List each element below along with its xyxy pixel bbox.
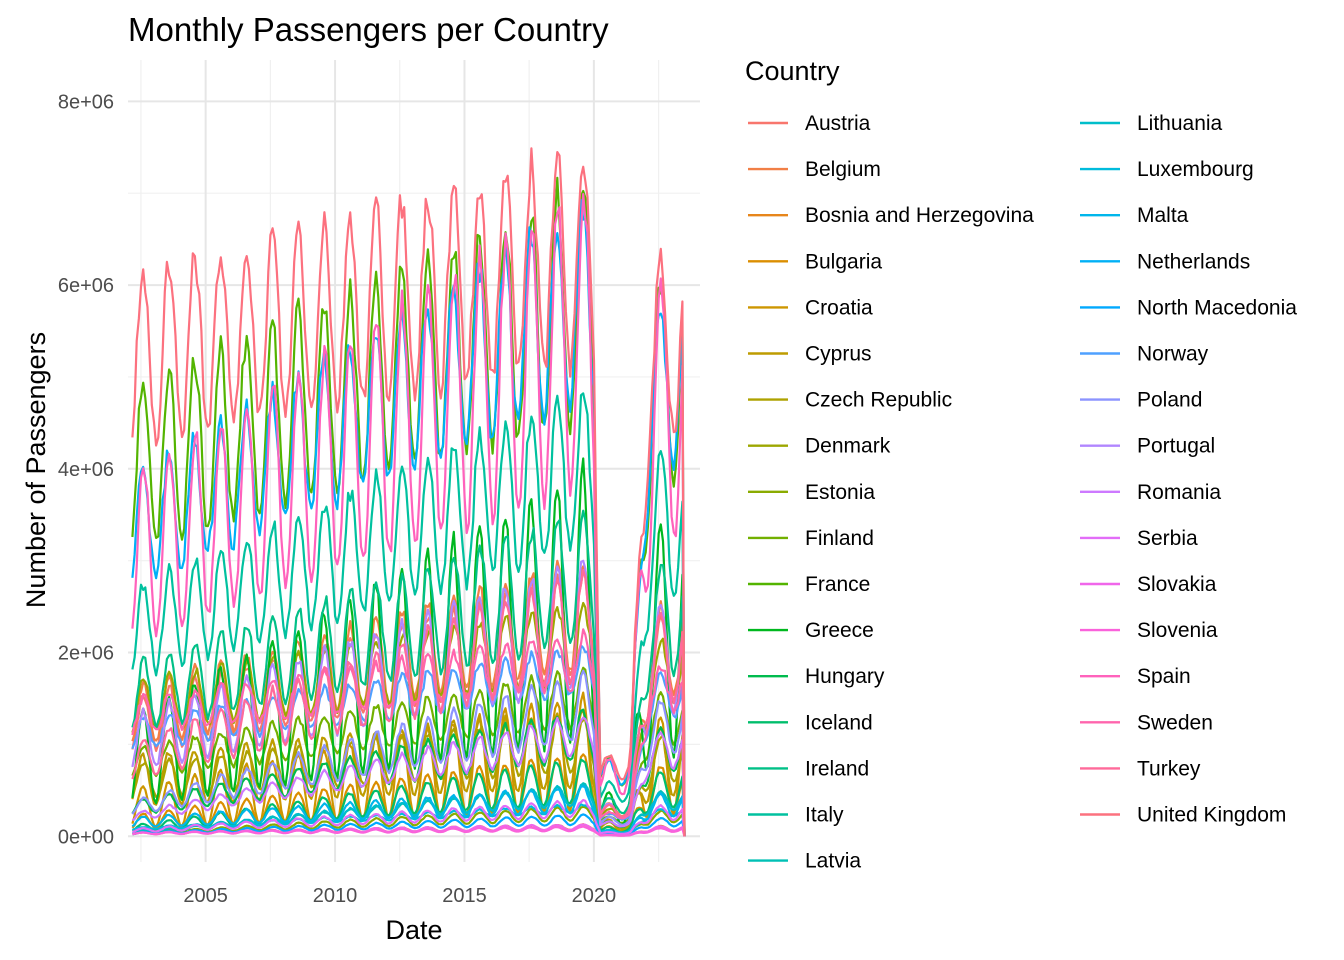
legend-item: Estonia bbox=[748, 481, 875, 504]
legend-label: Spain bbox=[1137, 665, 1191, 688]
legend-label: France bbox=[805, 573, 870, 596]
legend-label: Finland bbox=[805, 527, 874, 550]
legend-label: Croatia bbox=[805, 296, 873, 319]
series-line bbox=[132, 825, 686, 837]
legend-title: Country bbox=[745, 56, 840, 86]
legend-item: Ireland bbox=[748, 757, 869, 780]
legend-item: Denmark bbox=[748, 435, 891, 458]
legend-item: Slovakia bbox=[1080, 573, 1217, 596]
legend-label: Greece bbox=[805, 619, 874, 642]
legend-item: Italy bbox=[748, 804, 844, 827]
series-line bbox=[131, 147, 686, 837]
legend-item: Portugal bbox=[1080, 435, 1215, 458]
series-line bbox=[131, 691, 686, 837]
legend: Austria Belgium Bosnia and Herzegovina Bulg… bbox=[748, 112, 1297, 873]
legend-item: Luxembourg bbox=[1080, 158, 1254, 181]
legend-label: Denmark bbox=[805, 435, 891, 458]
legend-item: Netherlands bbox=[1080, 250, 1250, 273]
series-lines bbox=[131, 147, 686, 837]
legend-item: Bosnia and Herzegovina bbox=[748, 204, 1034, 227]
series-line bbox=[131, 669, 686, 837]
legend-label: Latvia bbox=[805, 850, 861, 873]
legend-label: Sweden bbox=[1137, 711, 1213, 734]
legend-label: Luxembourg bbox=[1137, 158, 1254, 181]
x-tick-label: 2005 bbox=[183, 885, 228, 907]
legend-label: Czech Republic bbox=[805, 389, 952, 412]
legend-item: North Macedonia bbox=[1080, 296, 1297, 319]
y-tick-label: 2e+06 bbox=[58, 643, 114, 665]
legend-item: Malta bbox=[1080, 204, 1189, 227]
legend-item: Sweden bbox=[1080, 711, 1213, 734]
y-tick-label: 0e+00 bbox=[58, 826, 114, 848]
legend-item: Bulgaria bbox=[748, 250, 882, 273]
series-line bbox=[131, 569, 686, 837]
legend-label: Hungary bbox=[805, 665, 885, 688]
legend-item: Czech Republic bbox=[748, 389, 952, 412]
legend-label: Romania bbox=[1137, 481, 1221, 504]
legend-item: Cyprus bbox=[748, 343, 872, 366]
legend-item: Croatia bbox=[748, 296, 873, 319]
legend-item: France bbox=[748, 573, 870, 596]
legend-item: Lithuania bbox=[1080, 112, 1223, 135]
series-line bbox=[131, 715, 686, 837]
legend-item: Greece bbox=[748, 619, 874, 642]
legend-item: Poland bbox=[1080, 389, 1202, 412]
y-axis-title: Number of Passengers bbox=[21, 332, 51, 608]
legend-item: Serbia bbox=[1080, 527, 1198, 550]
legend-label: Portugal bbox=[1137, 435, 1215, 458]
legend-item: Finland bbox=[748, 527, 874, 550]
x-tick-label: 2020 bbox=[572, 885, 617, 907]
series-line bbox=[131, 644, 686, 837]
legend-item: Latvia bbox=[748, 850, 861, 873]
chart-title: Monthly Passengers per Country bbox=[128, 11, 609, 48]
legend-label: Serbia bbox=[1137, 527, 1198, 550]
series-line bbox=[131, 392, 686, 837]
y-tick-label: 4e+06 bbox=[58, 459, 114, 481]
series-line bbox=[131, 509, 686, 837]
legend-item: Romania bbox=[1080, 481, 1221, 504]
legend-item: Slovenia bbox=[1080, 619, 1218, 642]
series-line bbox=[132, 813, 686, 837]
legend-item: Hungary bbox=[748, 665, 885, 688]
legend-item: Turkey bbox=[1080, 757, 1201, 780]
legend-label: Belgium bbox=[805, 158, 881, 181]
legend-item: Iceland bbox=[748, 711, 873, 734]
y-tick-label: 8e+06 bbox=[58, 91, 114, 113]
legend-label: Estonia bbox=[805, 481, 875, 504]
legend-label: Norway bbox=[1137, 343, 1209, 366]
legend-label: Lithuania bbox=[1137, 112, 1223, 135]
x-tick-label: 2010 bbox=[313, 885, 358, 907]
legend-label: Poland bbox=[1137, 389, 1202, 412]
legend-label: Malta bbox=[1137, 204, 1189, 227]
legend-label: Ireland bbox=[805, 757, 869, 780]
legend-label: Cyprus bbox=[805, 343, 872, 366]
series-line bbox=[131, 193, 686, 837]
series-line bbox=[132, 798, 686, 837]
legend-label: Austria bbox=[805, 112, 871, 135]
legend-label: North Macedonia bbox=[1137, 296, 1297, 319]
x-tick-label: 2015 bbox=[442, 885, 487, 907]
x-axis-title: Date bbox=[385, 915, 442, 945]
legend-label: Slovenia bbox=[1137, 619, 1218, 642]
legend-item: Austria bbox=[748, 112, 871, 135]
legend-label: Bosnia and Herzegovina bbox=[805, 204, 1034, 227]
legend-label: Turkey bbox=[1137, 757, 1201, 780]
legend-label: United Kingdom bbox=[1137, 804, 1286, 827]
legend-label: Iceland bbox=[805, 711, 873, 734]
legend-label: Bulgaria bbox=[805, 250, 882, 273]
series-line bbox=[131, 716, 686, 837]
legend-item: Belgium bbox=[748, 158, 881, 181]
tick-labels: 2005 2010 2015 2020 0e+00 2e+06 4e+06 6e+06 8e+0… bbox=[58, 91, 616, 907]
legend-label: Slovakia bbox=[1137, 573, 1217, 596]
series-line bbox=[131, 785, 686, 837]
legend-label: Italy bbox=[805, 804, 844, 827]
series-line bbox=[132, 805, 686, 837]
legend-item: United Kingdom bbox=[1080, 804, 1286, 827]
y-tick-label: 6e+06 bbox=[58, 275, 114, 297]
legend-item: Spain bbox=[1080, 665, 1191, 688]
legend-label: Netherlands bbox=[1137, 250, 1250, 273]
legend-item: Norway bbox=[1080, 343, 1209, 366]
